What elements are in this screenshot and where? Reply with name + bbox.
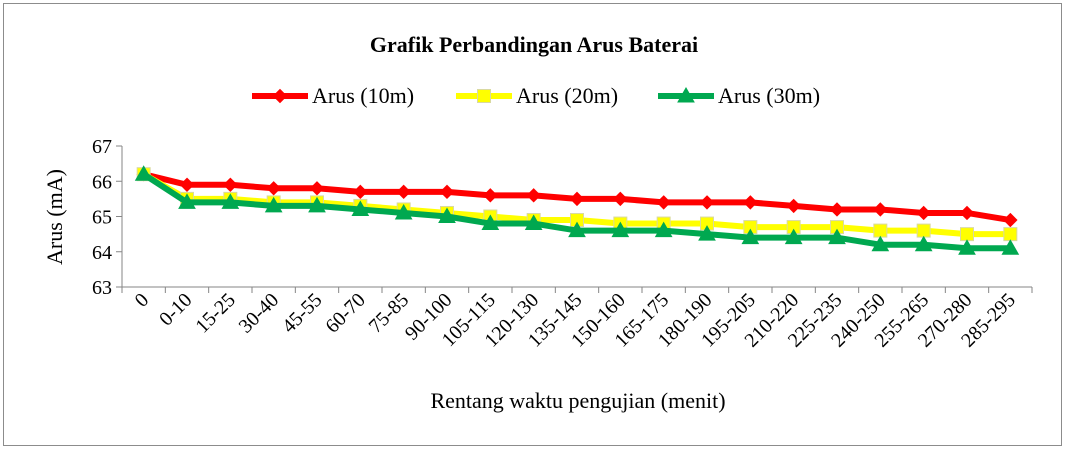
legend-swatch-marker xyxy=(677,86,695,103)
legend-item-1: Arus (10m) xyxy=(252,83,414,108)
data-point xyxy=(699,195,715,210)
data-point xyxy=(308,196,326,213)
legend-label: Arus (10m) xyxy=(312,83,414,108)
legend-label: Arus (30m) xyxy=(718,83,820,108)
y-axis-title: Arus (mA) xyxy=(42,169,67,265)
data-point xyxy=(438,207,456,223)
data-point xyxy=(526,188,541,203)
legend-label: Arus (20m) xyxy=(516,83,618,108)
data-point xyxy=(698,225,716,241)
x-tick-label: 60-70 xyxy=(321,289,370,338)
chart-frame: Grafik Perbandingan Arus Baterai Arus (1… xyxy=(3,3,1062,446)
y-tick-label: 65 xyxy=(92,207,112,229)
data-point xyxy=(873,202,888,217)
x-axis-title: Rentang waktu pengujian (menit) xyxy=(430,388,725,413)
x-axis: 0 0-1015-2530-4045-5560-7075-8590-100105-… xyxy=(121,286,1033,352)
data-point xyxy=(223,177,238,192)
x-tick-label: 30-40 xyxy=(235,289,284,338)
data-point xyxy=(611,221,630,238)
legend-swatch-marker xyxy=(477,89,491,103)
data-point xyxy=(134,165,153,181)
series-layer xyxy=(134,165,1020,255)
x-tick-label: 0-10 xyxy=(155,289,196,330)
data-point xyxy=(1003,212,1018,228)
data-point xyxy=(396,184,411,200)
data-point xyxy=(959,205,975,221)
data-point xyxy=(351,200,370,216)
data-point xyxy=(1001,239,1020,255)
y-axis: 63 64 65 66 67 xyxy=(92,136,123,299)
x-tick-label: 45-55 xyxy=(278,289,327,338)
data-point xyxy=(871,235,890,252)
data-point xyxy=(481,214,500,231)
data-point xyxy=(784,228,803,245)
data-point xyxy=(914,235,933,252)
data-point xyxy=(524,214,543,231)
data-point xyxy=(828,228,846,245)
data-point xyxy=(1003,227,1018,242)
data-point xyxy=(179,177,195,192)
series-3 xyxy=(134,165,1020,255)
y-tick-label: 67 xyxy=(92,136,112,158)
y-tick-label: 63 xyxy=(92,277,112,299)
data-point xyxy=(309,181,325,196)
data-point xyxy=(873,223,888,238)
data-point xyxy=(221,193,240,209)
data-point xyxy=(741,228,760,245)
data-point xyxy=(439,184,455,200)
data-point xyxy=(266,181,281,196)
data-point xyxy=(613,191,628,207)
line-chart: Grafik Perbandingan Arus Baterai Arus (1… xyxy=(42,32,1033,413)
data-point xyxy=(958,239,976,255)
data-point xyxy=(960,227,974,242)
data-point xyxy=(743,195,758,210)
y-tick-label: 66 xyxy=(92,171,112,193)
data-point xyxy=(916,223,931,238)
data-point xyxy=(656,195,671,210)
data-point xyxy=(568,221,586,238)
legend-item-2: Arus (20m) xyxy=(456,83,618,108)
data-point xyxy=(829,202,845,217)
data-point xyxy=(394,203,413,220)
x-tick-label: 15-25 xyxy=(191,289,240,338)
data-point xyxy=(353,184,368,200)
legend-swatch-marker xyxy=(272,88,288,104)
series-1 xyxy=(136,166,1018,228)
data-point xyxy=(786,198,801,214)
data-point xyxy=(178,193,196,209)
data-point xyxy=(483,188,498,203)
x-tick-label: 0 xyxy=(131,289,154,312)
data-point xyxy=(916,205,931,221)
y-tick-label: 64 xyxy=(92,242,112,264)
data-point xyxy=(264,196,283,213)
legend-item-3: Arus (30m) xyxy=(658,83,820,108)
legend: Arus (10m) Arus (20m) Arus (30m) xyxy=(252,83,820,108)
chart-title: Grafik Perbandingan Arus Baterai xyxy=(370,32,698,57)
data-point xyxy=(569,191,585,207)
data-point xyxy=(654,221,673,238)
